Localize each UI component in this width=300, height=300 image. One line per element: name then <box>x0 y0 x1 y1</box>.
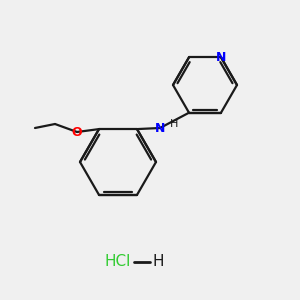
Text: H: H <box>170 119 178 129</box>
Text: N: N <box>155 122 165 134</box>
Text: H: H <box>152 254 164 269</box>
Text: O: O <box>72 125 82 139</box>
Text: HCl: HCl <box>105 254 131 269</box>
Text: N: N <box>216 51 226 64</box>
